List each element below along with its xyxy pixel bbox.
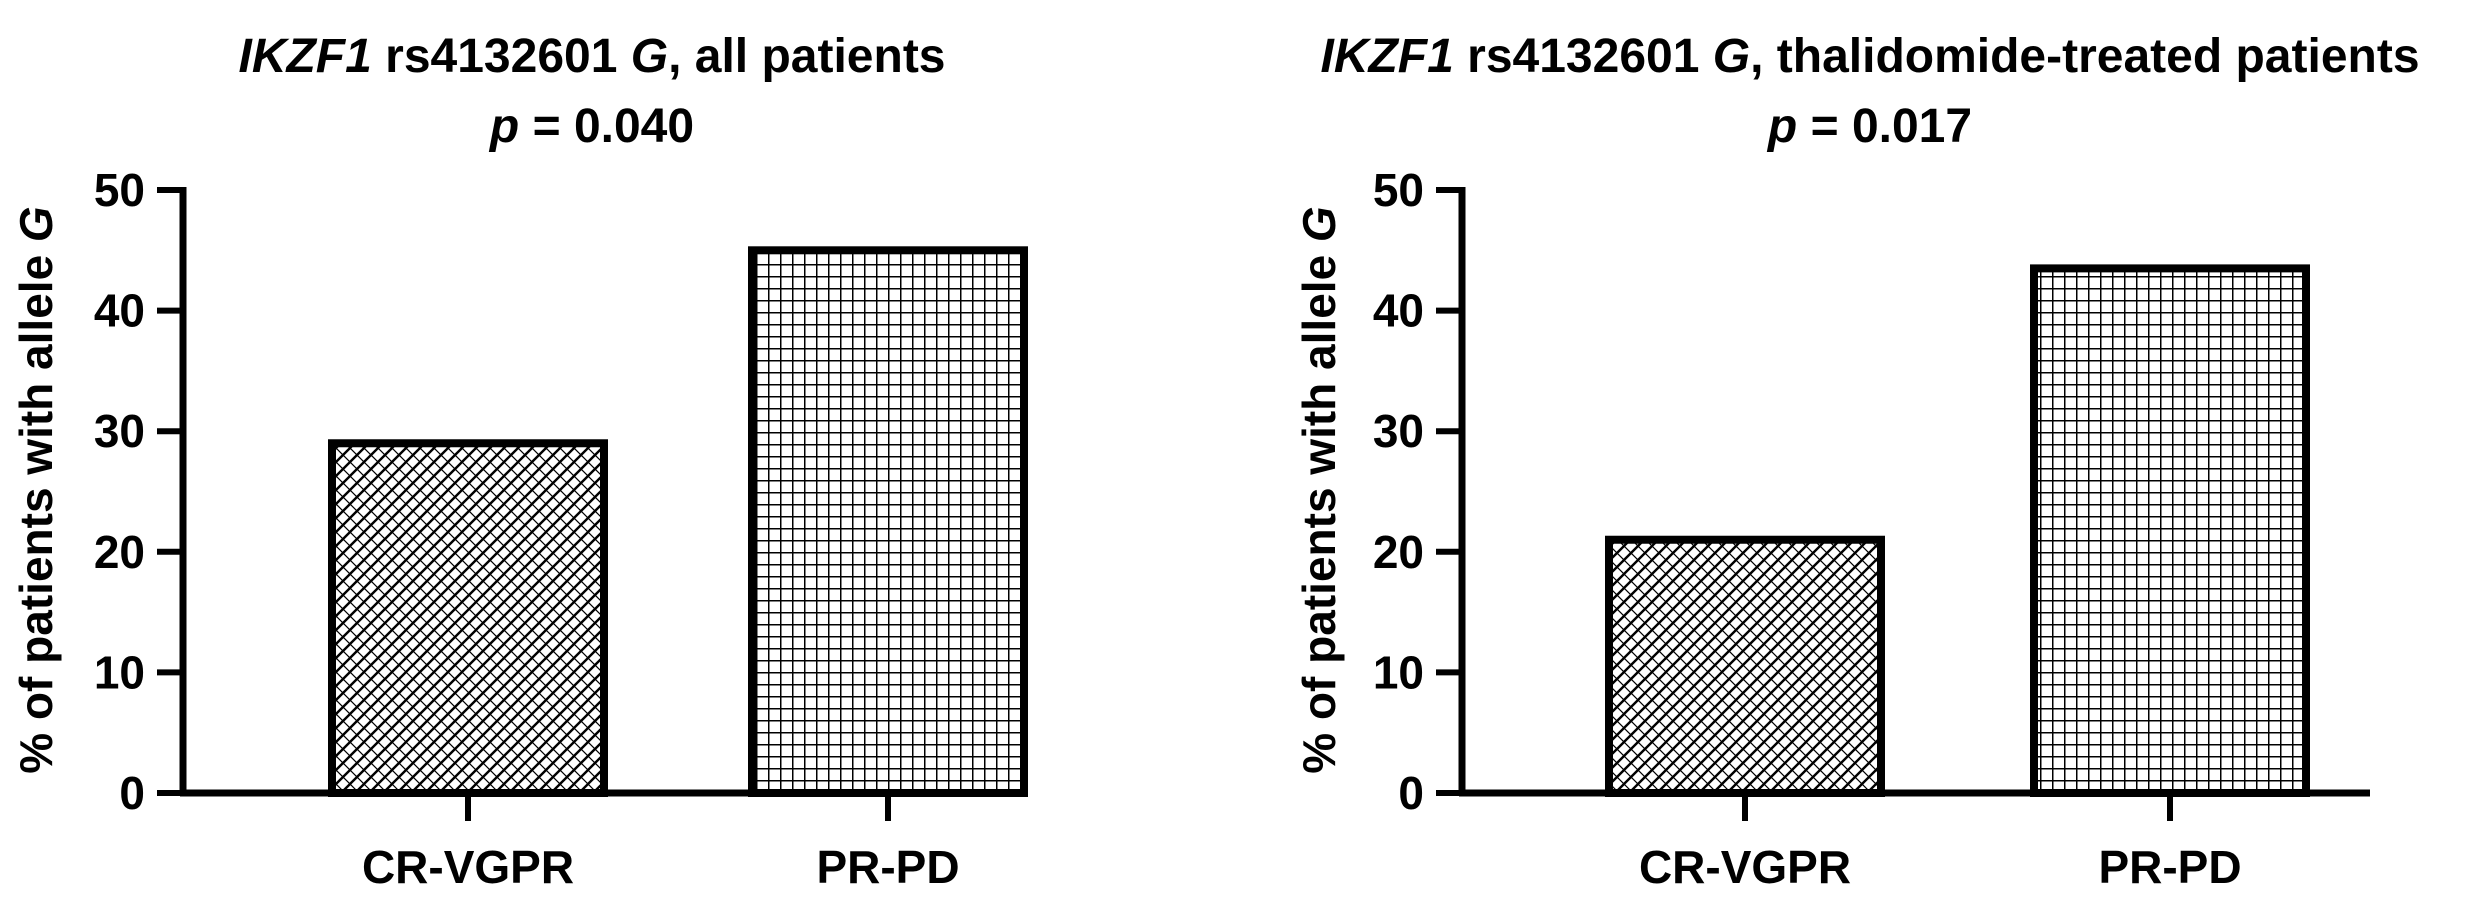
bar-pr-pd [2030, 264, 2310, 797]
ylabel-allele-2: G [1293, 206, 1345, 242]
title-rest-1: , all patients [668, 30, 945, 83]
subtitle-p-1: p [488, 100, 519, 153]
chart-title-2: IKZF1 rs4132601 G, thalidomide-treated p… [1320, 30, 2419, 83]
bar-cr-vgpr [328, 439, 608, 797]
y-tick-label: 40 [94, 285, 145, 337]
plot-area-2: 0 10 20 30 40 50 CR-VGPR PR-PD [1373, 164, 2370, 893]
ylabel-allele-1: G [10, 206, 62, 242]
title-allele-2: G [1713, 30, 1750, 83]
y-tick-label: 50 [94, 164, 145, 216]
chart-panel-1: IKZF1 rs4132601 G, all patients p = 0.04… [10, 30, 1028, 893]
y-tick-label: 50 [1373, 164, 1424, 216]
ylabel-text-2: % of patients with allele [1293, 242, 1345, 774]
y-tick-label: 30 [94, 405, 145, 457]
x-tick-label-cr-vgpr: CR-VGPR [1639, 841, 1851, 893]
x-tick-label-pr-pd: PR-PD [816, 841, 959, 893]
title-gene-1: IKZF1 [238, 30, 371, 83]
y-tick-label: 40 [1373, 285, 1424, 337]
bar-cr-vgpr [1605, 535, 1885, 797]
y-axis-label-2: % of patients with allele G [1293, 206, 1345, 773]
subtitle-p-2: p [1766, 100, 1797, 153]
chart-subtitle-1: p = 0.040 [488, 100, 694, 153]
title-snp-2: rs4132601 [1454, 30, 1713, 83]
title-allele-1: G [631, 30, 668, 83]
y-tick-label: 0 [119, 767, 145, 819]
chart-title-1: IKZF1 rs4132601 G, all patients [238, 30, 945, 83]
y-tick-label: 20 [94, 526, 145, 578]
y-tick-label: 10 [1373, 646, 1424, 698]
y-axis-label-1: % of patients with allele G [10, 206, 62, 773]
bar-pr-pd [748, 246, 1028, 798]
ylabel-text-1: % of patients with allele [10, 242, 62, 774]
title-snp-1: rs4132601 [372, 30, 631, 83]
x-tick-label-cr-vgpr: CR-VGPR [362, 841, 574, 893]
y-tick-label: 10 [94, 646, 145, 698]
title-rest-2: , thalidomide-treated patients [1750, 30, 2419, 83]
chart-subtitle-2: p = 0.017 [1766, 100, 1972, 153]
subtitle-value-2: = 0.017 [1797, 100, 1972, 153]
title-gene-2: IKZF1 [1320, 30, 1453, 83]
chart-panel-2: IKZF1 rs4132601 G, thalidomide-treated p… [1293, 30, 2420, 893]
x-tick-label-pr-pd: PR-PD [2098, 841, 2241, 893]
plot-area-1: 0 10 20 30 40 50 CR-VGPR PR-PD [94, 164, 1028, 893]
y-tick-label: 30 [1373, 405, 1424, 457]
y-tick-label: 0 [1398, 767, 1424, 819]
y-tick-label: 20 [1373, 526, 1424, 578]
subtitle-value-1: = 0.040 [519, 100, 694, 153]
